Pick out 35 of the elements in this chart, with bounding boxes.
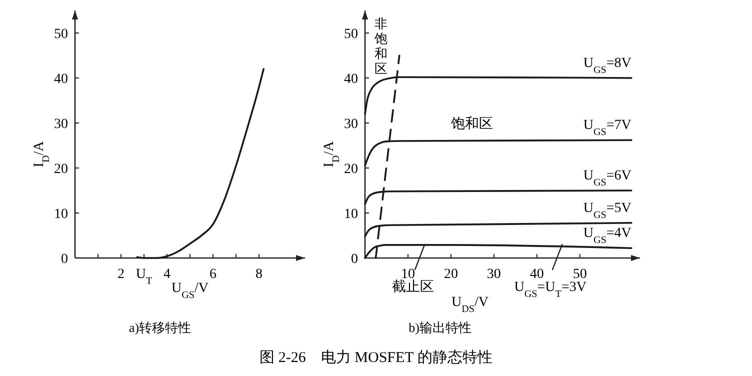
x-tick-label: 8 [256,267,262,282]
y-tick-label: 0 [351,252,358,267]
y-tick-label: 40 [54,72,68,87]
x-axis-title: U$_{GS}$/V [171,281,209,300]
x-tick-label: 40 [530,267,544,282]
y-tick-label: 50 [344,27,358,42]
y-tick-label: 20 [54,162,68,177]
series-label: U$_{GS}$=5V [583,200,632,220]
annotation: U$_{GS}$=U$_{T}$=3V [514,280,586,300]
y-tick-label: 0 [61,252,68,267]
x-tick-label: U$_{T}$ [136,267,152,286]
x-tick-label: 4 [164,267,170,282]
annotation: 饱和区 [450,116,493,132]
y-tick-label: 30 [344,117,358,132]
text: b)输出特性 [408,320,472,335]
series-label: U$_{GS}$=4V [583,226,632,246]
annotation: 非饱和区 [374,16,388,76]
y-tick-label: 20 [344,162,358,177]
x-tick-label: 6 [210,267,216,282]
text: a)转移特性 [128,320,192,335]
x-tick-label: 50 [572,267,587,282]
x-tick-label: 30 [486,267,501,282]
x-tick-label: 2 [118,267,124,282]
annotation: 截止区 [392,279,434,295]
y-tick-label: 40 [344,72,358,87]
y-tick-label: 10 [54,207,68,222]
series-label: U$_{GS}$=8V [583,56,632,76]
y-tick-label: 10 [344,207,358,222]
x-axis-title: U$_{DS}$/V [451,295,489,314]
series-label: U$_{GS}$=6V [583,168,632,188]
y-tick-label: 30 [54,117,68,132]
caption: 图 2-26 电力 MOSFET 的静态特性 [260,349,492,366]
y-tick-label: 50 [54,27,68,42]
series-label: U$_{GS}$=7V [583,118,632,138]
x-tick-label: 20 [444,267,458,282]
